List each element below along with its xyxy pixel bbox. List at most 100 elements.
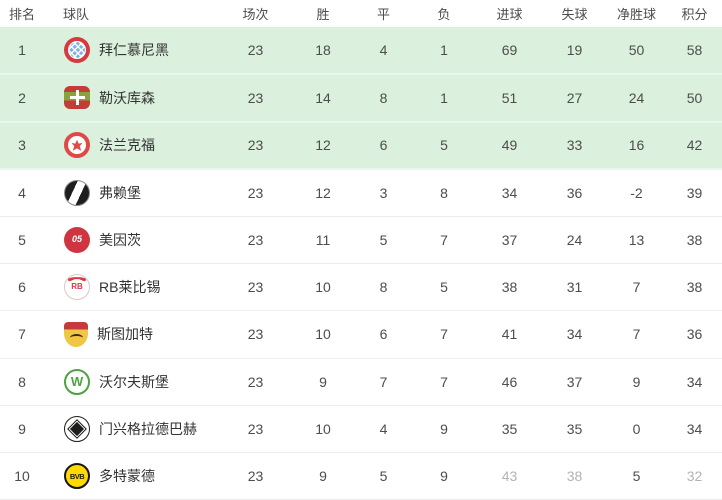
- team-cell: BVB 多特蒙德: [44, 453, 220, 500]
- stat-gd: 24: [628, 89, 645, 106]
- dortmund-logo-icon: BVB: [64, 463, 90, 490]
- header-goal-difference: 净胜球: [606, 0, 667, 27]
- header-wins: 胜: [291, 0, 355, 27]
- stat-mp: 23: [247, 279, 264, 296]
- stat-gd: 7: [632, 279, 641, 296]
- stat-gf: 38: [501, 279, 518, 296]
- stat-pts: 39: [686, 184, 703, 201]
- stuttgart-logo-icon: [64, 321, 88, 347]
- team-wrap: 拜仁慕尼黑: [64, 37, 220, 64]
- team-cell: 勒沃库森: [44, 74, 220, 121]
- stat-w: 11: [315, 231, 331, 248]
- rank-cell: 7: [18, 326, 26, 343]
- table-row: 2 勒沃库森 23 14 8 1 51 27 24 50: [0, 74, 722, 122]
- team-name: 多特蒙德: [99, 468, 155, 485]
- stat-ga: 34: [566, 326, 583, 343]
- stat-l: 1: [440, 42, 448, 59]
- stat-gd: 13: [628, 231, 645, 248]
- stat-mp: 23: [247, 184, 264, 201]
- team-cell: W 沃尔夫斯堡: [44, 358, 220, 405]
- stat-ga: 31: [566, 279, 583, 296]
- stat-pts: 32: [686, 468, 703, 485]
- stat-l: 9: [440, 421, 448, 438]
- team-wrap: 斯图加特: [64, 321, 220, 347]
- freiburg-logo-icon: [64, 179, 90, 206]
- stat-mp: 23: [247, 42, 264, 59]
- stat-mp: 23: [247, 326, 264, 343]
- team-name: 沃尔夫斯堡: [99, 373, 169, 390]
- stat-w: 12: [315, 184, 331, 201]
- header-matches-played: 场次: [220, 0, 291, 27]
- stat-d: 4: [379, 421, 388, 438]
- team-name: 勒沃库森: [99, 89, 155, 106]
- stat-mp: 23: [247, 137, 264, 154]
- stat-d: 8: [379, 89, 388, 106]
- team-wrap: W 沃尔夫斯堡: [64, 368, 220, 395]
- team-name: 拜仁慕尼黑: [99, 42, 169, 59]
- stat-d: 6: [379, 137, 388, 154]
- team-wrap: 05 美因茨: [64, 226, 220, 253]
- rb-leipzig-logo-icon: RB: [64, 274, 90, 301]
- stat-w: 10: [315, 326, 331, 343]
- team-wrap: RB RB莱比锡: [64, 274, 220, 301]
- header-rank: 排名: [0, 0, 44, 27]
- bayern-logo-icon: [64, 37, 90, 64]
- header-draws: 平: [355, 0, 412, 27]
- rank-cell: 6: [18, 279, 26, 296]
- team-name: 斯图加特: [97, 326, 153, 343]
- header-points: 积分: [667, 0, 722, 27]
- stat-gd: 7: [632, 326, 641, 343]
- stat-gd: 9: [632, 373, 641, 390]
- stat-ga: 38: [566, 468, 583, 485]
- team-wrap: 法兰克福: [64, 132, 220, 159]
- team-name: 弗赖堡: [99, 184, 141, 201]
- stat-d: 8: [379, 279, 388, 296]
- team-name: 法兰克福: [99, 137, 155, 154]
- stat-mp: 23: [247, 231, 264, 248]
- team-cell: 拜仁慕尼黑: [44, 27, 220, 74]
- stat-w: 9: [319, 468, 327, 485]
- gladbach-logo-icon: [64, 416, 90, 443]
- stat-l: 7: [440, 373, 448, 390]
- table-row: 10 BVB 多特蒙德 23 9 5 9 43 38 5 32: [0, 452, 722, 500]
- team-cell: 法兰克福: [44, 122, 220, 169]
- stat-w: 10: [315, 279, 331, 296]
- team-cell: 弗赖堡: [44, 169, 220, 216]
- stat-gd: 5: [632, 468, 641, 485]
- stat-gf: 41: [501, 326, 518, 343]
- stat-mp: 23: [247, 468, 264, 485]
- stat-pts: 38: [686, 279, 703, 296]
- stat-gf: 43: [501, 468, 518, 485]
- table-row: 6 RB RB莱比锡 23 10 8 5 38 31 7 38: [0, 263, 722, 311]
- stat-l: 7: [440, 231, 448, 248]
- stat-pts: 34: [686, 373, 703, 390]
- stat-gd: 0: [632, 421, 641, 438]
- stat-l: 1: [440, 89, 448, 106]
- stat-ga: 37: [566, 373, 583, 390]
- stat-mp: 23: [247, 89, 264, 106]
- wolfsburg-logo-icon: W: [64, 368, 90, 395]
- stat-l: 5: [440, 279, 448, 296]
- stat-gf: 49: [501, 137, 518, 154]
- team-wrap: 勒沃库森: [64, 86, 220, 110]
- stat-pts: 58: [686, 42, 703, 59]
- stat-pts: 36: [686, 326, 703, 343]
- team-wrap: BVB 多特蒙德: [64, 463, 220, 490]
- team-name: 门兴格拉德巴赫: [99, 421, 197, 438]
- stat-ga: 27: [566, 89, 583, 106]
- stat-l: 9: [440, 468, 448, 485]
- stat-gd: 50: [628, 42, 645, 59]
- stat-pts: 34: [686, 421, 703, 438]
- table-row: 7 斯图加特 23 10 6 7 41 34 7 36: [0, 310, 722, 359]
- stat-d: 4: [379, 42, 388, 59]
- stat-w: 9: [319, 373, 327, 390]
- stat-gd: -2: [630, 184, 643, 201]
- table-row: 8 W 沃尔夫斯堡 23 9 7 7 46 37 9 34: [0, 358, 722, 406]
- stat-l: 5: [440, 137, 448, 154]
- team-name: RB莱比锡: [99, 279, 161, 296]
- stat-w: 18: [315, 42, 331, 59]
- mainz-logo-icon: 05: [64, 226, 90, 253]
- stat-gf: 69: [501, 42, 518, 59]
- frankfurt-logo-icon: [64, 132, 90, 159]
